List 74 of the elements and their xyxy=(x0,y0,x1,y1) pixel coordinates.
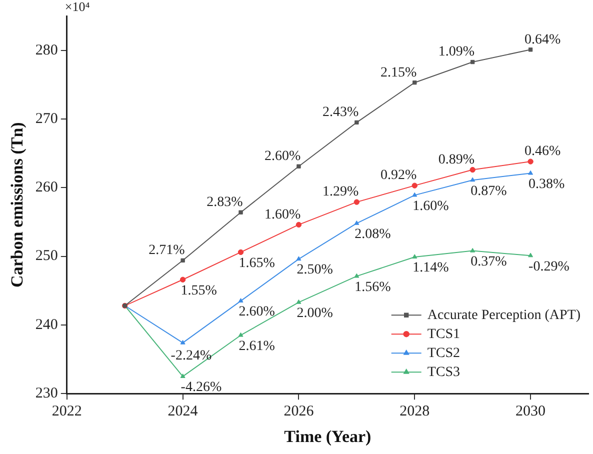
annotation: 1.65% xyxy=(238,256,276,271)
y-tick-label: 250 xyxy=(35,248,58,264)
point xyxy=(180,258,185,262)
annotation: 2.60% xyxy=(238,304,276,320)
point xyxy=(180,374,186,378)
annotation: 2.50% xyxy=(296,262,334,278)
annotation: 1.55% xyxy=(180,283,218,298)
point xyxy=(528,252,534,258)
point xyxy=(470,166,476,173)
x-tick-label: 2030 xyxy=(516,404,546,420)
legend-label: TCS1 xyxy=(427,326,460,342)
annotation: 1.60% xyxy=(412,198,450,214)
x-tick-label: 2026 xyxy=(284,404,314,420)
point xyxy=(238,332,244,337)
annotation: 0.64% xyxy=(524,32,562,48)
x-tick-label: 2022 xyxy=(52,404,82,420)
point xyxy=(238,210,243,214)
point xyxy=(528,170,534,175)
annotation: -0.29% xyxy=(528,259,570,274)
point xyxy=(238,249,244,256)
annotation: 2.61% xyxy=(238,338,276,354)
point xyxy=(238,298,244,302)
annotation: 2.15% xyxy=(380,65,417,80)
y-axis-title: Carbon emissions (Tn) xyxy=(8,122,27,288)
annotation: 2.08% xyxy=(354,227,392,242)
annotation: 2.83% xyxy=(206,195,244,210)
point xyxy=(412,254,418,259)
point xyxy=(354,199,360,205)
point xyxy=(296,222,302,228)
text: ×10⁴ xyxy=(64,0,90,14)
y-tick-label: 230 xyxy=(35,386,58,402)
annotation: 0.38% xyxy=(528,176,566,192)
point xyxy=(354,120,359,125)
point xyxy=(180,276,186,282)
y-tick-label: 280 xyxy=(35,42,58,58)
point xyxy=(412,192,418,197)
point xyxy=(528,158,534,164)
point xyxy=(296,164,301,168)
point xyxy=(354,273,360,278)
annotation: 1.29% xyxy=(322,184,360,200)
x-axis-title: Time (Year) xyxy=(284,427,372,446)
point xyxy=(412,80,417,85)
annotation: -2.24% xyxy=(170,348,212,364)
point xyxy=(470,248,476,252)
y-tick-label: 270 xyxy=(35,110,58,127)
point xyxy=(412,182,418,188)
annotation: 0.46% xyxy=(524,144,562,160)
annotation: 2.00% xyxy=(296,306,334,321)
point xyxy=(354,220,360,225)
annotation: 0.89% xyxy=(438,152,475,168)
x-tick-label: 2028 xyxy=(400,404,430,420)
annotation: 0.92% xyxy=(380,168,417,184)
annotation: 2.71% xyxy=(148,243,186,258)
annotation: 2.60% xyxy=(264,149,302,164)
y-tick-label: 260 xyxy=(35,180,58,196)
y-tick-label: 240 xyxy=(35,316,58,333)
annotation: -4.26% xyxy=(180,380,222,396)
legend-label: Accurate Perception (APT) xyxy=(427,308,581,323)
point xyxy=(296,299,302,304)
annotation: 1.09% xyxy=(438,44,475,60)
point xyxy=(528,48,533,52)
annotation: 1.60% xyxy=(264,207,302,222)
annotation: 1.14% xyxy=(412,260,450,276)
legend-label: TCS3 xyxy=(427,364,460,380)
annotation: 0.37% xyxy=(470,254,508,270)
point xyxy=(180,340,186,344)
point xyxy=(470,60,475,64)
point xyxy=(296,256,302,261)
annotation: 2.43% xyxy=(322,105,360,120)
annotation: 0.87% xyxy=(470,184,508,199)
annotation: 1.56% xyxy=(354,280,392,295)
x-tick-label: 2024 xyxy=(168,404,198,420)
point xyxy=(470,177,476,182)
legend-label: TCS2 xyxy=(427,346,460,361)
